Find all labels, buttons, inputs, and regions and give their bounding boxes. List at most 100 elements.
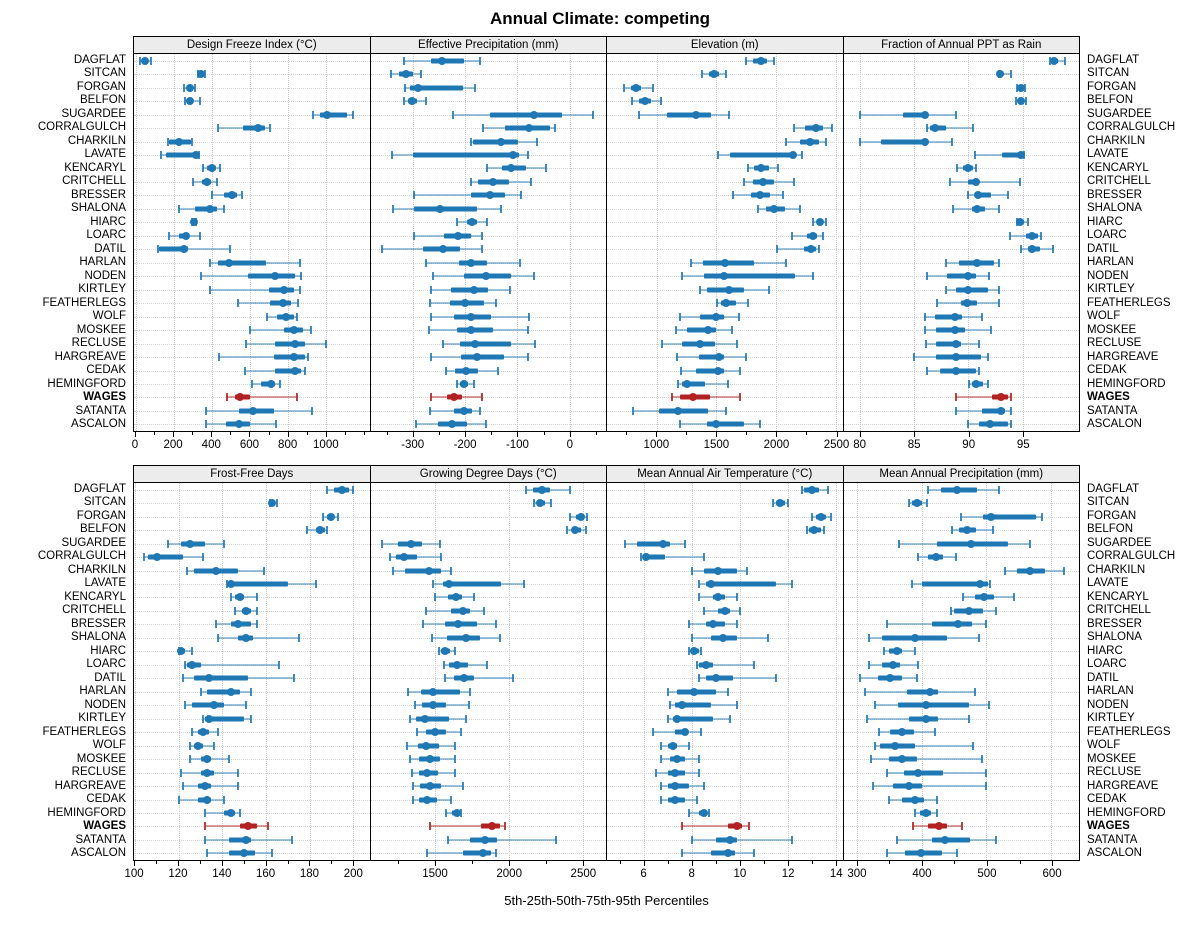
- median-dot: [690, 687, 699, 696]
- row-label: BRESSER: [71, 188, 126, 201]
- data-row: [134, 591, 370, 604]
- data-row: [607, 806, 843, 819]
- row-label: WOLF: [92, 739, 126, 752]
- whisker-cap: [659, 795, 662, 804]
- data-row: [843, 148, 1079, 161]
- median-dot: [466, 326, 475, 335]
- data-row: [607, 135, 843, 148]
- row-label: ASCALON: [71, 847, 126, 860]
- axis-tick-label: 400: [201, 439, 221, 451]
- whisker-cap: [184, 701, 187, 710]
- median-dot: [466, 312, 475, 321]
- median-dot: [910, 633, 919, 642]
- median-dot: [414, 83, 423, 92]
- iqr-bar: [148, 554, 184, 560]
- whisker-line: [974, 154, 1024, 157]
- median-dot: [930, 124, 939, 133]
- median-dot: [203, 768, 212, 777]
- row-label: HIARC: [1087, 644, 1123, 657]
- median-dot: [964, 164, 973, 173]
- whisker-cap: [210, 191, 213, 200]
- whisker-cap: [402, 56, 405, 65]
- whisker-cap: [479, 56, 482, 65]
- row-label: HEMINGFORD: [47, 806, 126, 819]
- whisker-cap: [923, 326, 926, 335]
- median-dot: [683, 379, 692, 388]
- data-row: [370, 685, 606, 698]
- axis-tick-label: 0: [566, 439, 574, 451]
- whisker-cap: [746, 299, 749, 308]
- row-label: RECLUSE: [71, 766, 126, 779]
- axis-tick: [859, 432, 861, 437]
- iqr-bar: [442, 581, 502, 587]
- whisker-cap: [915, 674, 918, 683]
- whisker-cap: [622, 83, 625, 92]
- axis-tick: [656, 432, 658, 437]
- whisker-cap: [799, 204, 802, 213]
- whisker-cap: [683, 539, 686, 548]
- row-gridline: [843, 101, 1079, 103]
- data-row: [607, 833, 843, 846]
- row-gridline: [607, 128, 843, 130]
- panel-plot: [134, 483, 370, 860]
- row-label: SATANTA: [75, 404, 126, 417]
- iqr-bar: [228, 581, 288, 587]
- row-label: SITCAN: [83, 496, 126, 509]
- iqr-bar: [707, 421, 744, 427]
- whisker-cap: [967, 420, 970, 429]
- data-row: [607, 377, 843, 390]
- data-row: [843, 94, 1079, 107]
- whisker-cap: [428, 406, 431, 415]
- axis-tick: [739, 861, 741, 866]
- data-row: [607, 752, 843, 765]
- data-row: [370, 779, 606, 792]
- median-dot: [964, 272, 973, 281]
- data-row: [843, 377, 1079, 390]
- whisker-cap: [827, 485, 830, 494]
- gridline: [465, 54, 467, 431]
- median-dot: [971, 379, 980, 388]
- whisker-cap: [519, 191, 522, 200]
- data-row: [607, 229, 843, 242]
- data-row: [843, 256, 1079, 269]
- whisker-cap: [911, 580, 914, 589]
- whisker-line: [204, 825, 269, 828]
- row-label: HIARC: [90, 215, 126, 228]
- whisker-cap: [315, 580, 318, 589]
- whisker-cap: [640, 553, 643, 562]
- iqr-bar: [461, 354, 505, 360]
- whisker-cap: [223, 204, 226, 213]
- whisker-cap: [1040, 231, 1043, 240]
- row-label: BELFON: [1087, 94, 1134, 107]
- data-row: [134, 847, 370, 860]
- row-gridline: [607, 530, 843, 532]
- median-dot: [497, 137, 506, 146]
- whisker-cap: [405, 741, 408, 750]
- median-dot: [941, 835, 950, 844]
- data-row: [607, 793, 843, 806]
- whisker-cap: [430, 353, 433, 362]
- median-dot: [280, 285, 289, 294]
- data-row: [134, 377, 370, 390]
- median-dot: [194, 741, 203, 750]
- data-row: [843, 577, 1079, 590]
- axis-minor-tick: [287, 861, 289, 864]
- axis-spacer: [0, 432, 133, 456]
- whisker-cap: [325, 526, 328, 535]
- whisker-cap: [262, 566, 265, 575]
- whisker-cap: [697, 768, 700, 777]
- row-label: SUGARDEE: [61, 536, 126, 549]
- median-dot: [408, 97, 417, 106]
- row-gridline: [607, 772, 843, 774]
- data-row: [843, 189, 1079, 202]
- iqr-bar: [932, 837, 971, 843]
- iqr-bar: [1001, 152, 1023, 158]
- median-dot: [174, 137, 183, 146]
- whisker-line: [874, 744, 973, 747]
- row-gridline: [370, 557, 606, 559]
- whisker-cap: [569, 512, 572, 521]
- whisker-cap: [974, 687, 977, 696]
- median-dot: [659, 539, 668, 548]
- whisker-cap: [306, 353, 309, 362]
- whisker-cap: [467, 701, 470, 710]
